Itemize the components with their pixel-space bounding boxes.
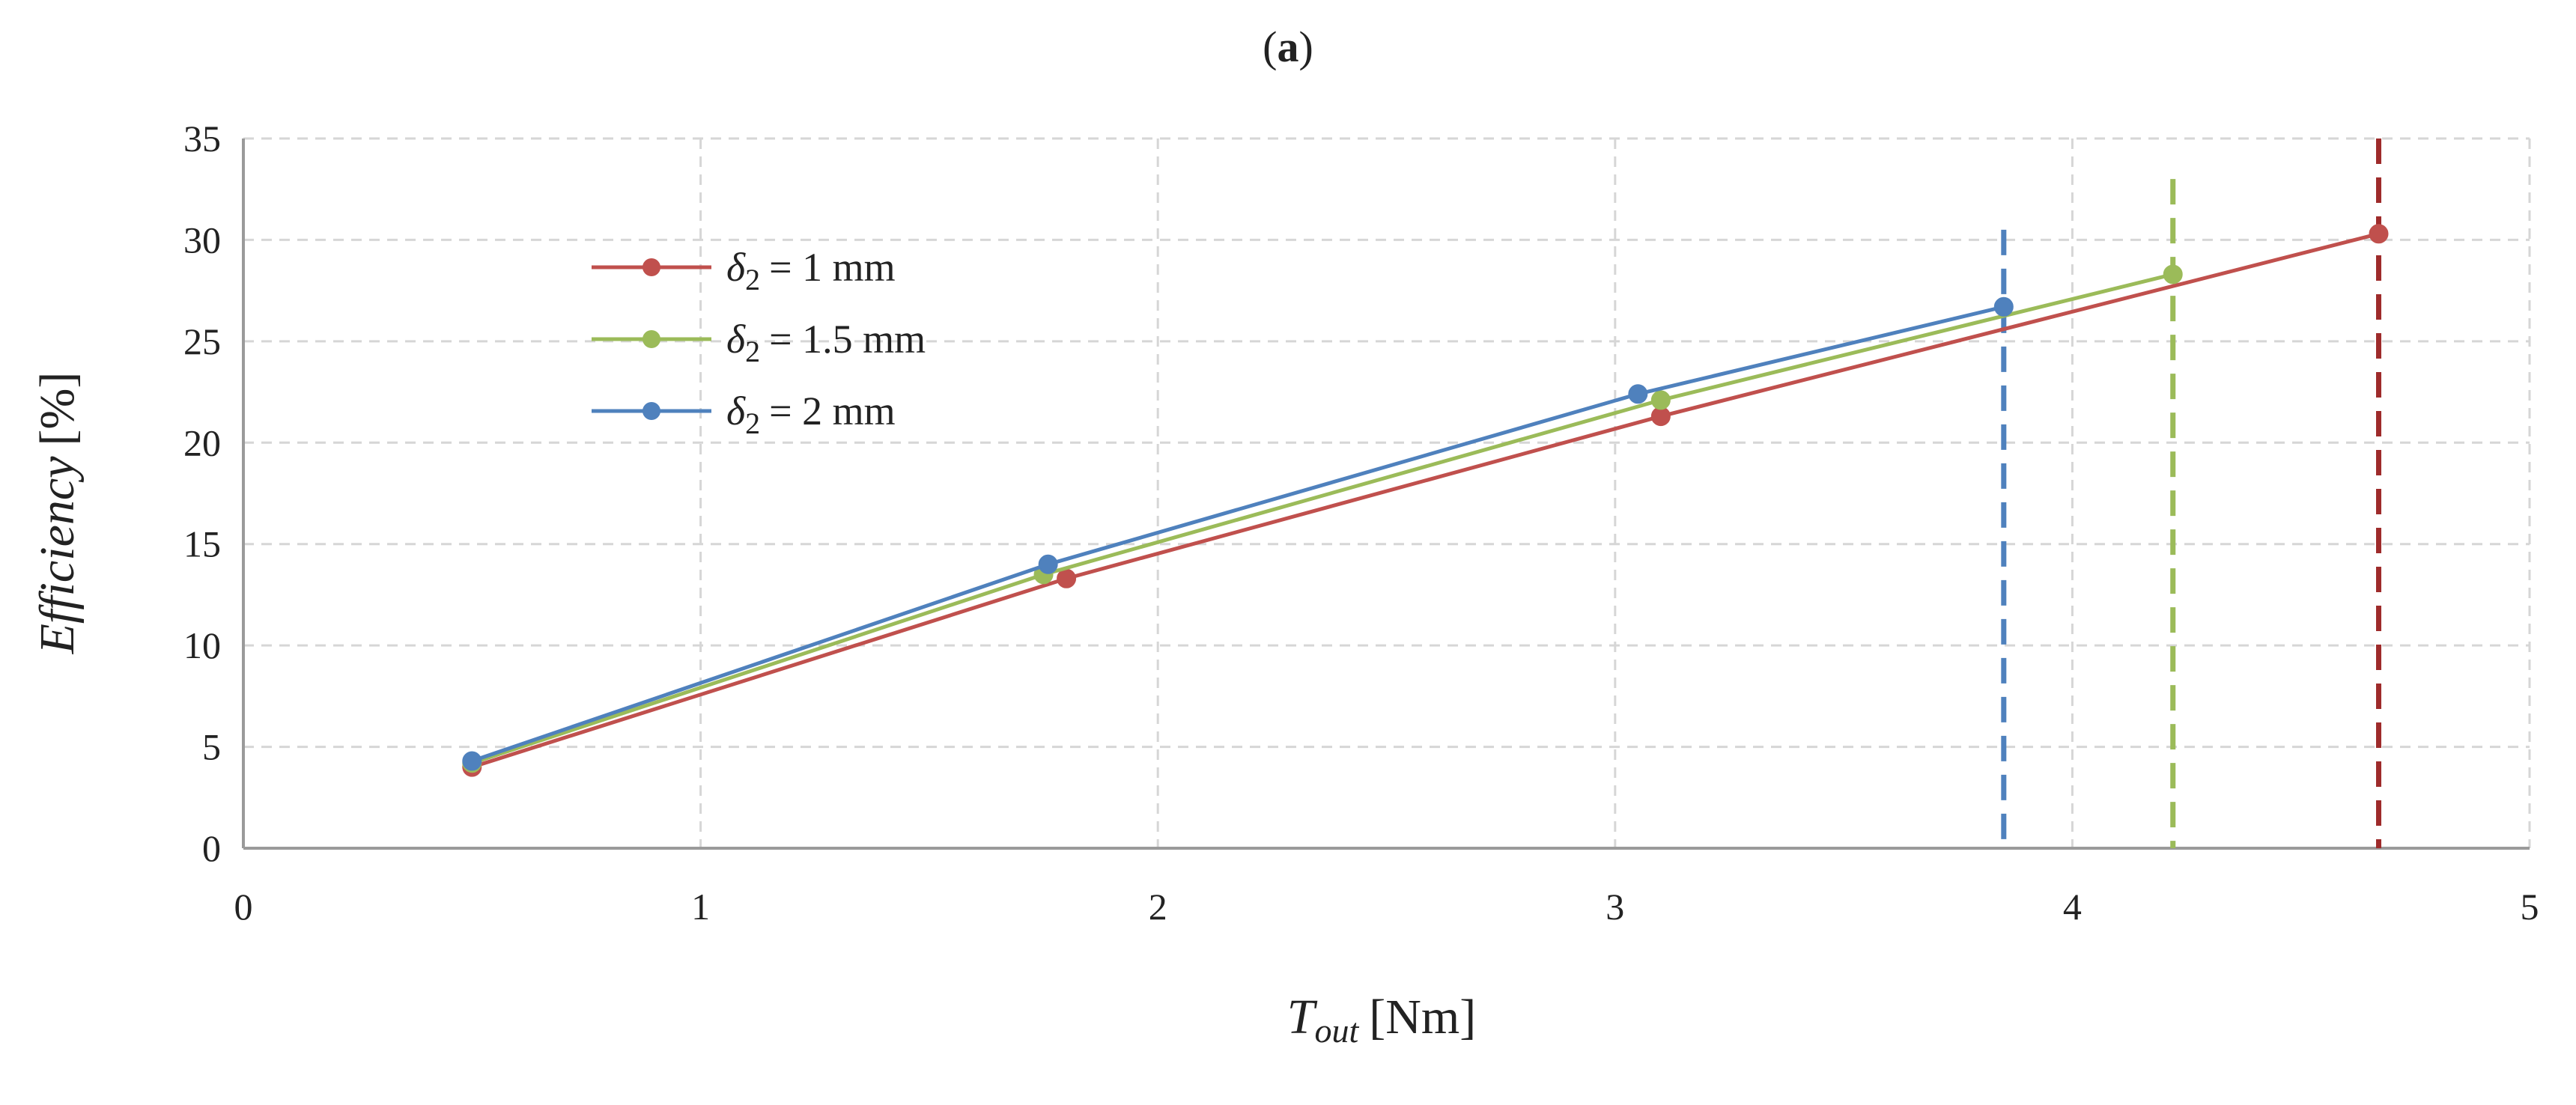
data-point [1057,568,1077,588]
y-tick-labels: 0 5 10 15 20 25 30 35 [183,118,221,869]
x-tick-label: 5 [2521,886,2539,928]
y-tick-label: 35 [183,118,221,159]
legend-marker [643,258,660,276]
panel-label-letter: a [1278,22,1299,71]
data-point [1628,384,1648,404]
axes [242,138,2530,850]
y-tick-label: 20 [183,421,221,463]
data-point [462,751,482,771]
y-tick-label: 25 [183,320,221,362]
series-line [471,231,2380,770]
grid [243,137,2531,848]
legend: δ2 = 1 mm δ2 = 1.5 mm δ2 = 2 mm [592,245,926,440]
legend-marker [643,402,660,420]
series-line [471,305,2005,763]
y-axis-title: Efficiency[%] [30,372,85,655]
x-axis-title: Tout [Nm] [1287,990,1476,1050]
data-point [1650,390,1671,410]
x-tick-label: 3 [1606,886,1624,928]
x-tick-label: 2 [1149,886,1167,928]
x-tick-label: 0 [234,886,253,928]
legend-label: δ2 = 2 mm [726,389,896,440]
y-tick-label: 10 [183,624,221,666]
data-point [1038,554,1058,574]
y-tick-label: 30 [183,219,221,261]
x-tick-label: 1 [691,886,710,928]
legend-marker [643,330,660,348]
limit-lines [2001,138,2382,848]
legend-label: δ2 = 1.5 mm [726,317,926,368]
data-point [2163,264,2183,284]
y-tick-label: 5 [202,726,221,768]
data-point [2369,224,2389,244]
data-point [1650,407,1671,427]
series-group [462,224,2389,777]
data-point [1993,296,2014,317]
y-tick-label: 15 [183,523,221,565]
y-tick-label: 0 [202,827,221,869]
panel-label: (a) [1263,22,1313,71]
x-tick-label: 4 [2063,886,2082,928]
series-line [471,273,2174,765]
x-tick-labels: 0 1 2 3 4 5 [234,886,2539,928]
legend-label: δ2 = 1 mm [726,245,896,296]
